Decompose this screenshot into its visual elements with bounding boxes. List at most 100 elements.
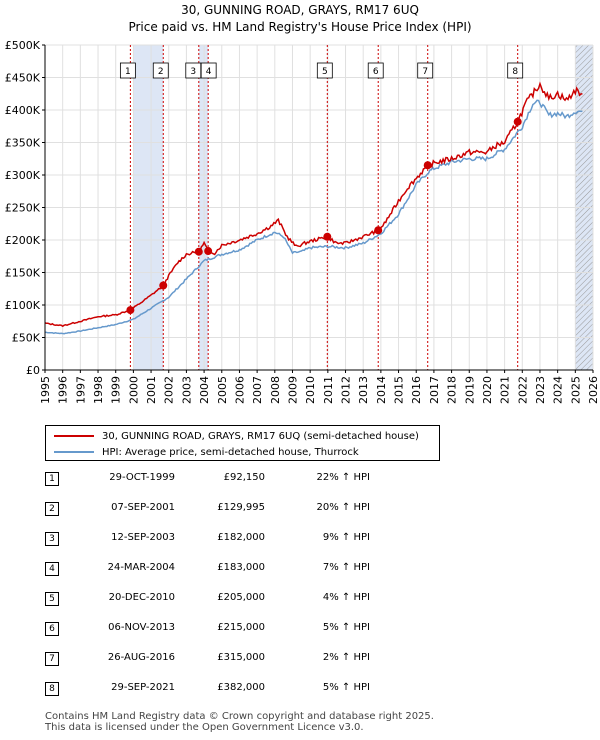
sale-hpi-diff: 5% ↑ HPI [322,682,370,693]
sale-label-7: 7 [422,67,428,77]
legend-item-hpi: HPI: Average price, semi-detached house,… [54,444,359,460]
sale-marker-6 [374,226,383,235]
sale-number-badge: 7 [45,652,59,666]
sale-date: 20-DEC-2010 [108,592,175,603]
sale-marker-1 [126,306,135,315]
sale-label-8: 8 [512,67,518,77]
sale-hpi-diff: 20% ↑ HPI [316,502,370,513]
y-tick-label: £350K [5,137,41,150]
y-tick-label: £450K [5,72,41,85]
x-tick-label: 2020 [481,376,494,404]
legend-item-property: 30, GUNNING ROAD, GRAYS, RM17 6UQ (semi-… [54,428,419,444]
table-row: 7 26-AUG-2016 £315,000 2% ↑ HPI [45,650,385,670]
sale-label-1: 1 [125,67,131,77]
sale-marker-2 [159,281,168,290]
sale-label-box-5 [316,62,333,79]
x-tick-label: 2014 [375,376,388,404]
sale-label-3: 3 [190,67,196,77]
x-tick-label: 2010 [304,376,317,404]
sale-date: 12-SEP-2003 [111,532,175,543]
table-row: 1 29-OCT-1999 £92,150 22% ↑ HPI [45,470,385,490]
y-tick-label: £100K [5,299,41,312]
x-tick-label: 2016 [410,376,423,404]
sale-hpi-diff: 7% ↑ HPI [322,562,370,573]
sale-label-box-7 [417,62,434,79]
x-tick-label: 2011 [322,376,335,404]
legend-label-hpi: HPI: Average price, semi-detached house,… [102,446,359,458]
sale-price: £92,150 [223,472,265,483]
chart-title: 30, GUNNING ROAD, GRAYS, RM17 6UQ [181,3,419,17]
x-tick-label: 2013 [357,376,370,404]
sale-label-2: 2 [158,67,164,77]
sale-hpi-diff: 22% ↑ HPI [316,472,370,483]
sale-number-badge: 5 [45,592,59,606]
y-tick-label: £400K [5,104,41,117]
x-tick-label: 2024 [552,376,565,404]
x-tick-label: 2001 [145,376,158,404]
x-tick-label: 2005 [216,376,229,404]
sale-number-badge: 2 [45,502,59,516]
sale-price: £315,000 [217,652,265,663]
sale-hpi-diff: 2% ↑ HPI [322,652,370,663]
sale-date: 07-SEP-2001 [111,502,175,513]
footer-licence: This data is licensed under the Open Gov… [45,722,364,733]
footer: Contains HM Land Registry data © Crown c… [45,711,434,733]
y-tick-label: £500K [5,39,41,52]
x-tick-label: 1996 [57,376,70,404]
sale-date: 29-OCT-1999 [109,472,175,483]
x-tick-label: 2021 [499,376,512,404]
y-tick-label: £250K [5,202,41,215]
table-row: 5 20-DEC-2010 £205,000 4% ↑ HPI [45,590,385,610]
sale-label-box-6 [367,62,384,79]
table-row: 6 06-NOV-2013 £215,000 5% ↑ HPI [45,620,385,640]
x-tick-label: 2003 [180,376,193,404]
sale-price: £205,000 [217,592,265,603]
x-tick-label: 2006 [233,376,246,404]
x-tick-label: 2015 [393,376,406,404]
sale-marker-7 [423,161,432,170]
table-row: 8 29-SEP-2021 £382,000 5% ↑ HPI [45,680,385,700]
sale-label-box-1 [119,62,136,79]
sale-marker-8 [513,117,522,126]
y-tick-label: £200K [5,234,41,247]
x-tick-label: 2017 [428,376,441,404]
sale-marker-5 [323,232,332,241]
price-chart: 1 2 3 4 5 6 7 8 £0 £50K £100K £150K £200K £250K £300K £… [5,39,600,404]
y-tick-label: £50K [12,332,41,345]
sale-date: 24-MAR-2004 [107,562,175,573]
sale-price: £182,000 [217,532,265,543]
sale-marker-4 [204,247,213,256]
x-tick-label: 2004 [198,376,211,404]
x-tick-label: 1995 [39,376,52,404]
table-row: 3 12-SEP-2003 £182,000 9% ↑ HPI [45,530,385,550]
x-tick-label: 2000 [127,376,140,404]
sale-date: 29-SEP-2021 [111,682,175,693]
chart-title-block: 30, GUNNING ROAD, GRAYS, RM17 6UQ Price … [0,2,600,36]
sale-label-5: 5 [322,67,328,77]
sale-number-badge: 8 [45,682,59,696]
y-tick-label: £0 [26,364,40,377]
sale-label-6: 6 [373,67,379,77]
table-row: 4 24-MAR-2004 £183,000 7% ↑ HPI [45,560,385,580]
legend-label-property: 30, GUNNING ROAD, GRAYS, RM17 6UQ (semi-… [102,430,419,442]
y-tick-label: £150K [5,267,41,280]
x-tick-label: 2025 [569,376,582,404]
sale-date: 06-NOV-2013 [108,622,175,633]
sale-label-box-2 [152,62,169,79]
legend: 30, GUNNING ROAD, GRAYS, RM17 6UQ (semi-… [45,425,440,461]
sale-label-box-4 [200,62,217,79]
chart-subtitle: Price paid vs. HM Land Registry's House … [128,20,472,34]
x-tick-label: 1999 [110,376,123,404]
sale-label-box-8 [507,62,524,79]
sale-label-4: 4 [206,67,212,77]
sale-number-badge: 6 [45,622,59,636]
sale-number-badge: 4 [45,562,59,576]
x-tick-label: 2012 [340,376,353,404]
x-tick-label: 2022 [516,376,529,404]
x-tick-label: 2007 [251,376,264,404]
y-tick-label: £300K [5,169,41,182]
x-tick-label: 2002 [163,376,176,404]
sale-hpi-diff: 4% ↑ HPI [322,592,370,603]
legend-swatch-property [54,435,94,437]
x-tick-label: 2008 [269,376,282,404]
